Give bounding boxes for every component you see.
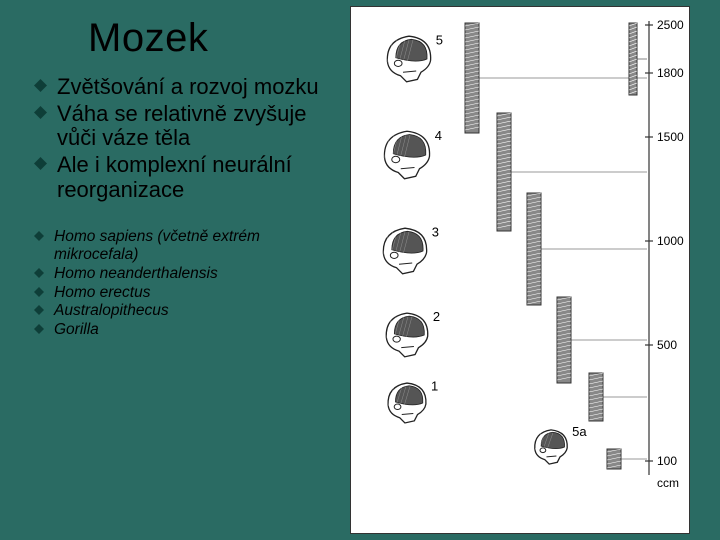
bullet-icon [34,324,44,334]
svg-text:1: 1 [431,378,438,393]
brain-size-figure: 2500 1800 1500 1000 500 100 ccm 5 4 3 2 1 5a [350,6,690,534]
svg-text:5: 5 [436,33,443,48]
bullet-text: Ale i komplexní neurální reorganizace [57,153,344,202]
bullet-text: Zvětšování a rozvoj mozku [57,75,344,100]
svg-text:4: 4 [435,128,442,143]
sub-bullet-item: Homo erectus [32,284,344,302]
slide: Mozek Zvětšování a rozvoj mozkuVáha se r… [28,0,692,540]
sub-bullet-item: Gorilla [32,321,344,339]
svg-text:2: 2 [433,309,440,324]
main-bullet-item: Váha se relativně zvyšuje vůči váze těla [32,102,344,151]
figure-column: 2500 1800 1500 1000 500 100 ccm 5 4 3 2 1 5a [350,0,692,540]
svg-text:500: 500 [657,338,677,352]
bullet-text: Homo sapiens (včetně extrém mikrocefala) [54,228,344,264]
bullet-text: Homo erectus [54,284,344,302]
bullet-icon [34,157,47,170]
bullet-text: Váha se relativně zvyšuje vůči váze těla [57,102,344,151]
bullet-icon [34,79,47,92]
sub-bullet-list: Homo sapiens (včetně extrém mikrocefala)… [32,228,344,339]
bullet-text: Homo neanderthalensis [54,265,344,283]
sub-bullet-item: Homo sapiens (včetně extrém mikrocefala) [32,228,344,264]
svg-text:1500: 1500 [657,130,684,144]
sub-bullet-item: Australopithecus [32,302,344,320]
bullet-icon [34,106,47,119]
text-column: Mozek Zvětšování a rozvoj mozkuVáha se r… [28,0,350,540]
bullet-icon [34,231,44,241]
svg-text:ccm: ccm [657,476,679,490]
bullet-icon [34,287,44,297]
bullet-text: Australopithecus [54,302,344,320]
svg-text:100: 100 [657,454,677,468]
svg-text:5a: 5a [572,424,587,439]
svg-text:2500: 2500 [657,18,684,32]
main-bullet-item: Ale i komplexní neurální reorganizace [32,153,344,202]
slide-title: Mozek [88,16,344,61]
main-bullet-item: Zvětšování a rozvoj mozku [32,75,344,100]
svg-text:1000: 1000 [657,234,684,248]
main-bullet-list: Zvětšování a rozvoj mozkuVáha se relativ… [32,75,344,202]
sub-bullet-item: Homo neanderthalensis [32,265,344,283]
bullet-text: Gorilla [54,321,344,339]
bullet-icon [34,268,44,278]
svg-text:3: 3 [432,225,439,240]
bullet-icon [34,305,44,315]
svg-text:1800: 1800 [657,66,684,80]
